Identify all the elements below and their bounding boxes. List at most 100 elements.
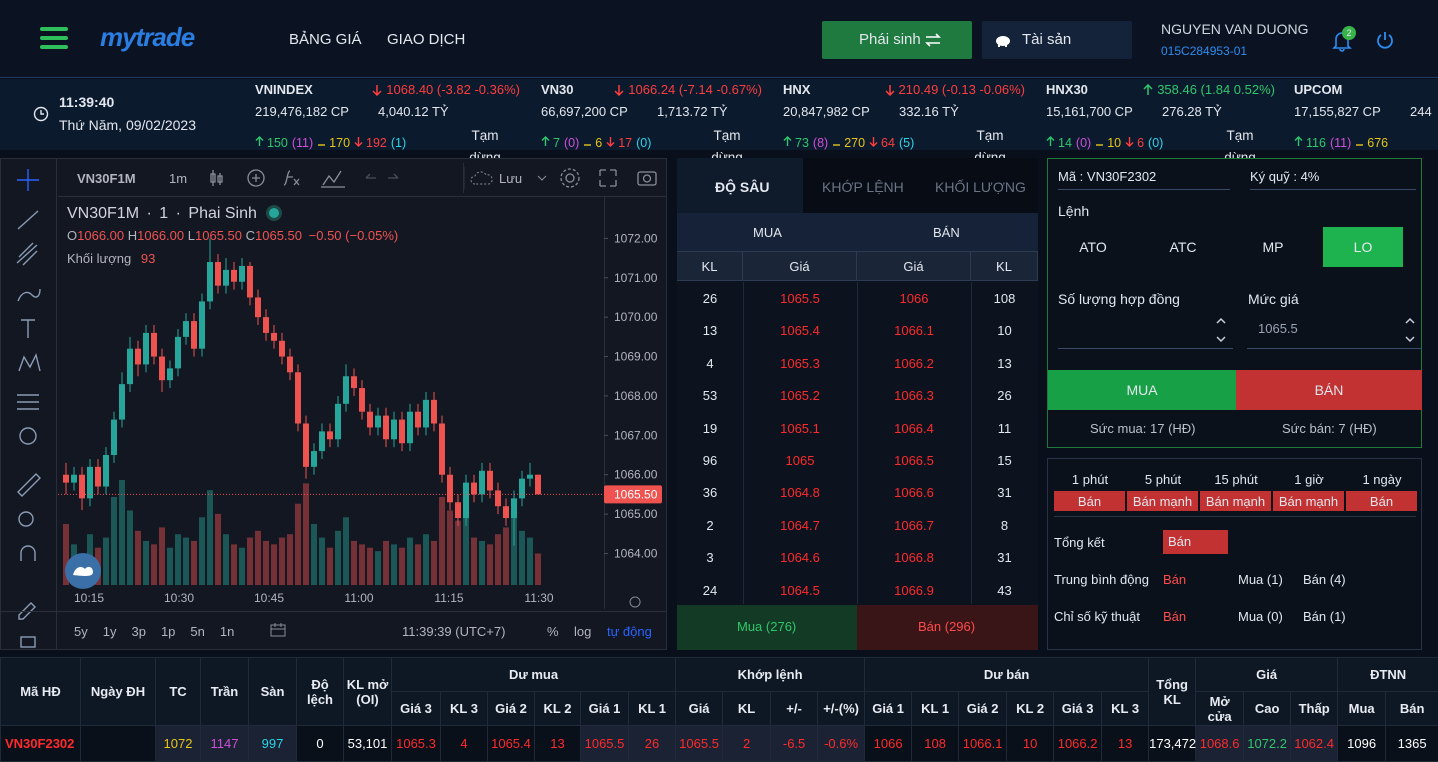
candle-body <box>159 356 165 381</box>
settings-icon[interactable] <box>565 173 575 183</box>
magnet-tool[interactable] <box>20 545 36 561</box>
order-type-button[interactable]: LO <box>1323 227 1403 267</box>
decliners: 192 <box>366 136 387 150</box>
legend-symbol: VN30F1M <box>67 205 140 222</box>
brush-tool[interactable] <box>17 288 41 302</box>
book-price: 1065.3 <box>780 355 820 371</box>
arrow-icon <box>372 85 382 96</box>
volume-bar <box>399 547 405 585</box>
advancers-ceiling: (11) <box>291 136 314 150</box>
book-price: 1066.3 <box>894 388 934 404</box>
price-input[interactable]: 1065.5 <box>1247 311 1422 349</box>
percent-toggle[interactable]: % <box>547 624 559 639</box>
fullscreen-icon[interactable] <box>599 169 617 187</box>
menu-item[interactable]: GIAO DỊCH <box>387 31 466 48</box>
spinner[interactable] <box>1404 315 1416 345</box>
candle-body <box>415 411 421 428</box>
interval-button[interactable]: 1m <box>169 171 188 186</box>
redo-icon[interactable] <box>388 173 399 179</box>
contract-code[interactable]: Mã : VN30F2302 <box>1058 169 1230 190</box>
quantity-input[interactable] <box>1058 311 1233 349</box>
candle-body <box>247 265 253 298</box>
cell: 1065.5 <box>580 725 629 762</box>
arrow <box>372 85 382 96</box>
index-name: HNX30 <box>1046 82 1088 97</box>
candle-body <box>535 474 541 495</box>
text-tool[interactable] <box>21 319 35 338</box>
symbol-search[interactable]: VN30F1M <box>77 171 136 186</box>
index-volume: 15,161,700 CP <box>1046 104 1133 119</box>
book-row: 19 1065.1 1066.4 11 <box>677 412 1037 444</box>
order-type-button[interactable]: ATO <box>1079 239 1107 255</box>
buy-button[interactable]: MUA <box>1048 370 1236 410</box>
book-tab[interactable]: KHỚP LỆNH <box>822 179 904 195</box>
fib-tool[interactable] <box>16 242 38 266</box>
drawing-toolbar <box>1 159 57 649</box>
candle-body <box>335 403 341 440</box>
ruler-tool[interactable] <box>17 473 41 497</box>
book-volume: 24 <box>702 582 718 598</box>
sell-total: Bán (296) <box>918 619 976 634</box>
sell-button[interactable]: BÁN <box>1236 370 1422 410</box>
line-tool[interactable] <box>17 210 39 230</box>
screenshot-icon[interactable] <box>637 171 657 186</box>
user-name: NGUYEN VAN DUONG <box>1161 21 1309 37</box>
range-button[interactable]: 3p <box>131 624 146 639</box>
chart-type-icon[interactable] <box>210 170 223 186</box>
column-header: ĐTNN <box>1337 657 1438 692</box>
header-row: Giá 3 KL 3 Giá 2 KL 2 Giá 1 KL 1 Giá KL +/- +/-(%… <box>1 691 1438 726</box>
save-button[interactable]: Lưu <box>463 163 551 193</box>
volume-bar <box>239 547 245 585</box>
log-toggle[interactable]: log <box>574 624 592 639</box>
power-icon[interactable] <box>1375 30 1395 50</box>
order-type-button[interactable]: MP <box>1262 239 1284 255</box>
book-tab[interactable]: ĐỘ SÂU <box>715 179 770 195</box>
menu-item[interactable]: BẢNG GIÁ <box>289 31 362 48</box>
lock-draw-tool[interactable] <box>18 602 36 620</box>
y-tick-label: 1072.00 <box>614 231 658 245</box>
assets-button[interactable]: Tài sản <box>982 21 1132 59</box>
candle-body <box>511 498 517 519</box>
undo-icon[interactable] <box>365 173 376 179</box>
volume-bar <box>327 547 333 585</box>
formula-icon[interactable] <box>283 170 300 186</box>
range-button[interactable]: 5n <box>190 624 205 639</box>
candle-body <box>359 388 365 412</box>
decliners-floor: (0) <box>1148 136 1164 150</box>
volume-value: 93 <box>140 251 156 266</box>
volume-legend: Khối lượng 93 <box>67 251 155 266</box>
derivatives-button[interactable]: Phái sinh <box>822 21 972 59</box>
logo[interactable]: mytrade <box>100 22 195 52</box>
range-button[interactable]: 1y <box>102 624 117 639</box>
crosshair-tool[interactable] <box>17 169 39 191</box>
indicator-add-icon[interactable] <box>247 169 265 187</box>
book-row: 4 1065.3 1066.2 13 <box>677 347 1037 379</box>
candle-body <box>151 332 157 357</box>
range-button[interactable]: 1p <box>160 624 176 639</box>
cell: 1062.4 <box>1290 725 1339 762</box>
prediction-tool[interactable] <box>17 394 39 410</box>
cell: 1066 <box>864 725 913 762</box>
emoji-tool[interactable] <box>19 427 37 445</box>
index-breadth: 7 (0) 6 17 (0) <box>541 136 655 150</box>
order-type-button[interactable]: ATC <box>1169 239 1197 255</box>
date-range-icon[interactable] <box>269 622 287 638</box>
book-price: 1066 <box>899 291 929 306</box>
range-button[interactable]: 1n <box>219 624 235 639</box>
book-price: 1065.1 <box>780 420 820 436</box>
candle-body <box>183 321 189 337</box>
range-button[interactable]: 5y <box>74 624 88 639</box>
x-tick-label: 11:15 <box>434 591 463 605</box>
spinner[interactable] <box>1215 315 1227 345</box>
lock-tool[interactable] <box>20 636 36 648</box>
menu-icon[interactable] <box>40 27 68 49</box>
volume-bar <box>511 513 517 585</box>
tradingview-logo[interactable] <box>65 553 101 589</box>
breadth-icon <box>1294 136 1303 146</box>
book-tab[interactable]: KHỐI LƯỢNG <box>935 179 1026 195</box>
cloud-icon <box>470 171 493 185</box>
pattern-tool[interactable] <box>18 352 41 372</box>
auto-toggle[interactable]: tự động <box>607 624 652 639</box>
indicators-icon[interactable] <box>321 170 345 188</box>
zoom-tool[interactable] <box>18 511 34 527</box>
